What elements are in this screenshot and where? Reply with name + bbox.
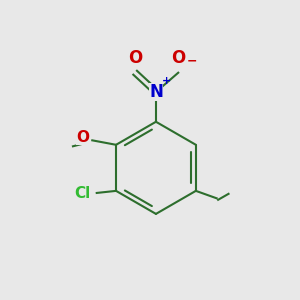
- Text: O: O: [76, 130, 89, 145]
- Text: O: O: [171, 50, 185, 68]
- Text: +: +: [162, 76, 171, 86]
- Text: N: N: [149, 83, 163, 101]
- Text: O: O: [128, 50, 142, 68]
- Text: Cl: Cl: [74, 186, 91, 201]
- Text: −: −: [187, 54, 197, 68]
